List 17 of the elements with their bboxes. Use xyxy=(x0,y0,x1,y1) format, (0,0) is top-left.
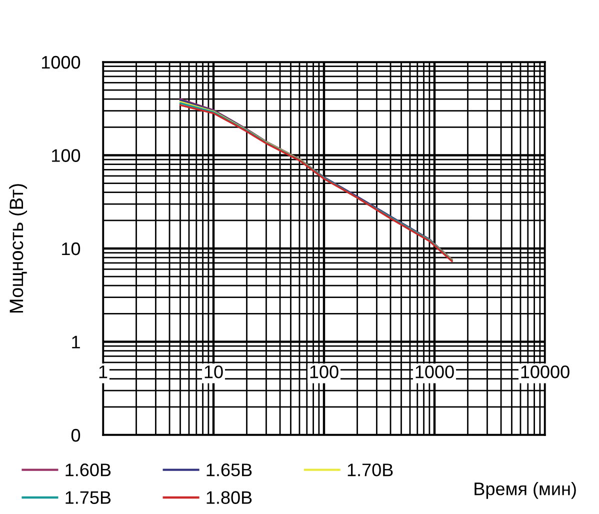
legend-label: 1.70В xyxy=(348,464,393,476)
x-tick-label: 10 xyxy=(204,365,223,378)
x-tick-label: 100 xyxy=(310,365,338,378)
legend-label: 1.75В xyxy=(66,491,111,504)
x-axis-title: Время (мин) xyxy=(474,482,576,499)
y-tick-label: 1000 xyxy=(42,56,80,69)
legend-label: 1.65В xyxy=(206,464,252,476)
y-tick-label: 10 xyxy=(62,242,80,256)
y-tick-label: 100 xyxy=(52,149,80,162)
y-tick-label: 1 xyxy=(72,336,80,348)
x-tick-label: 1000 xyxy=(416,365,454,378)
legend-label: 1.80В xyxy=(206,491,252,504)
y-axis-title: Мощность (Вт) xyxy=(9,184,27,313)
legend-label: 1.60В xyxy=(66,464,111,476)
x-tick-label: 10000 xyxy=(521,365,570,378)
y-tick-label: 0 xyxy=(71,428,80,442)
x-tick-label: 1 xyxy=(99,366,108,378)
